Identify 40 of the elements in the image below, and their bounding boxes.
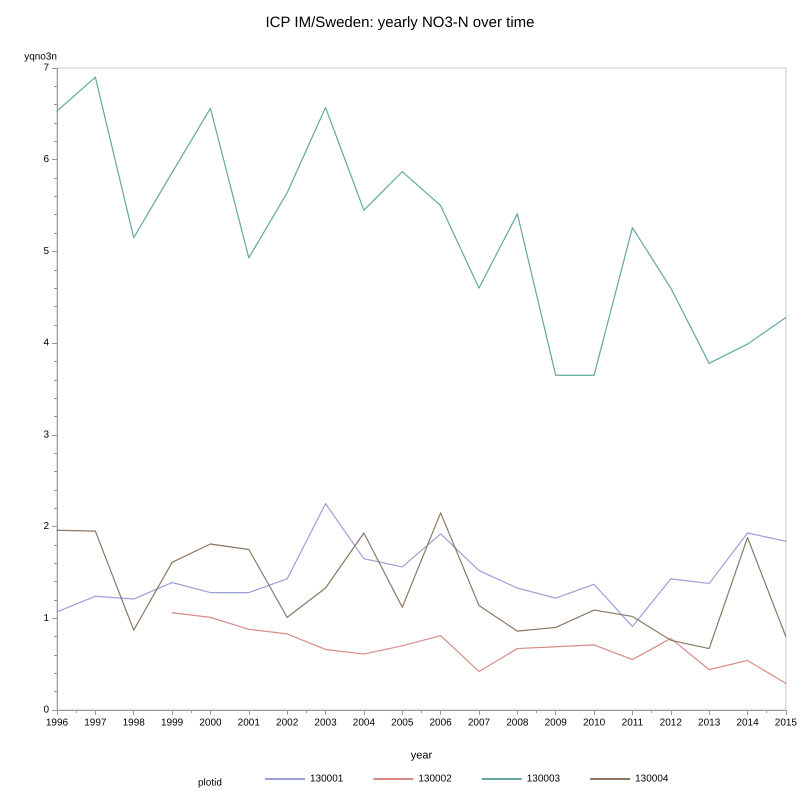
legend-label: 130004 <box>635 774 669 784</box>
x-tick-label: 2014 <box>736 718 760 728</box>
x-tick-label: 2001 <box>238 718 260 728</box>
line-series <box>56 512 786 650</box>
legend-title: plotid <box>198 778 222 788</box>
x-tick-label: 2004 <box>352 718 376 728</box>
x-tick-label: 2015 <box>774 718 798 728</box>
x-tick-label: 2000 <box>199 718 222 728</box>
x-tick-label: 1998 <box>122 718 146 728</box>
x-tick-label: 2008 <box>506 718 529 728</box>
y-tick-label: 7 <box>43 62 50 74</box>
x-tick-label: 2002 <box>276 718 299 728</box>
line-series <box>171 612 786 684</box>
x-axis-title: year <box>410 750 432 762</box>
y-tick-label: 5 <box>43 246 50 257</box>
x-tick-label: 1999 <box>160 718 184 728</box>
x-tick-label: 2013 <box>698 718 721 728</box>
y-tick-label: 1 <box>43 612 50 624</box>
y-axis-title: yqno3n <box>24 52 57 62</box>
x-tick-label: 2010 <box>582 718 606 728</box>
y-tick-label: 2 <box>43 521 50 532</box>
x-tick-label: 2011 <box>622 718 644 728</box>
legend-label: 130002 <box>418 774 452 784</box>
line-series <box>56 76 786 376</box>
x-tick-label: 2006 <box>429 718 452 728</box>
x-tick-label: 2012 <box>660 718 682 728</box>
y-tick-label: 6 <box>43 154 50 166</box>
x-tick-label: 2003 <box>314 718 338 728</box>
x-tick-label: 2007 <box>468 718 491 728</box>
y-tick-label: 0 <box>43 704 50 716</box>
x-tick-label: 1997 <box>84 718 107 728</box>
y-tick-label: 3 <box>43 429 50 440</box>
x-tick-label: 2005 <box>391 718 414 728</box>
legend-label: 130001 <box>310 774 344 784</box>
line-series <box>56 503 786 628</box>
chart-title: ICP IM/Sweden: yearly NO3-N over time <box>266 14 534 31</box>
legend-label: 130003 <box>526 774 561 784</box>
x-tick-label: 1996 <box>46 718 69 728</box>
x-tick-label: 2009 <box>544 718 568 728</box>
y-tick-label: 4 <box>43 338 50 349</box>
